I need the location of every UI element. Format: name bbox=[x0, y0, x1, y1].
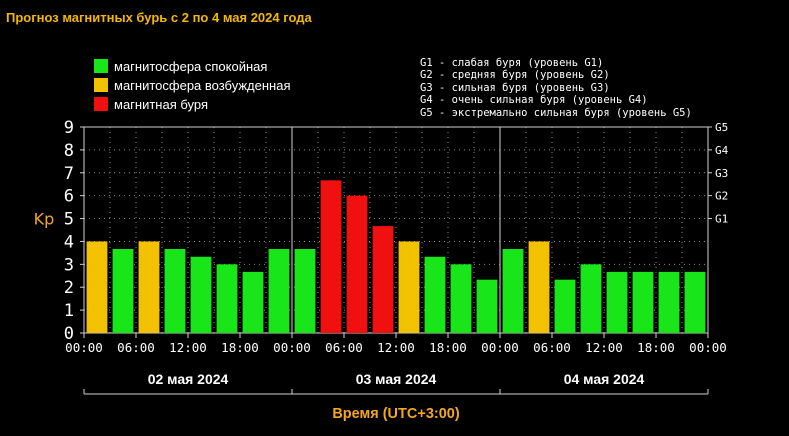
y-tick-label: 7 bbox=[64, 164, 74, 184]
y-tick-label: 6 bbox=[64, 187, 74, 207]
x-tick-label: 12:00 bbox=[377, 340, 415, 355]
y-tick-label: 2 bbox=[64, 278, 74, 298]
kp-bar bbox=[476, 279, 498, 333]
day-label: 03 мая 2024 bbox=[356, 371, 437, 387]
kp-bar bbox=[450, 264, 472, 333]
kp-bar bbox=[502, 248, 524, 333]
kp-bar bbox=[294, 248, 316, 333]
x-tick-label: 18:00 bbox=[221, 340, 259, 355]
kp-bar bbox=[606, 271, 628, 333]
g-level-g5: G5 - экстремально сильная буря (уровень … bbox=[420, 106, 692, 119]
legend-label-storm: магнитная буря bbox=[114, 96, 209, 112]
x-tick-label: 00:00 bbox=[481, 340, 519, 355]
kp-bar bbox=[528, 241, 550, 333]
x-tick-label: 06:00 bbox=[117, 340, 155, 355]
legend-swatch-excited bbox=[94, 78, 108, 92]
g-level-g1: G1 - слабая буря (уровень G1) bbox=[420, 57, 604, 69]
legend-item-storm: магнитная буря bbox=[94, 96, 208, 112]
y-tick-label: 9 bbox=[64, 118, 74, 138]
x-tick-label: 00:00 bbox=[689, 340, 727, 355]
kp-bar bbox=[242, 271, 264, 333]
y2-tick-label: G2 bbox=[715, 190, 728, 203]
kp-bar bbox=[164, 248, 186, 333]
legend-label-calm: магнитосфера спокойная bbox=[114, 58, 268, 74]
kp-bar bbox=[190, 256, 212, 333]
kp-bar bbox=[684, 271, 706, 333]
x-tick-label: 00:00 bbox=[273, 340, 311, 355]
g-level-legend: G1 - слабая буря (уровень G1) G2 - средн… bbox=[420, 57, 692, 119]
legend-item-calm: магнитосфера спокойная bbox=[94, 58, 267, 74]
g-level-g2: G2 - средняя буря (уровень G2) bbox=[420, 69, 610, 82]
y-tick-label: 1 bbox=[64, 301, 74, 321]
x-tick-label: 06:00 bbox=[325, 340, 363, 355]
kp-bar bbox=[658, 271, 680, 333]
kp-bar bbox=[86, 241, 108, 333]
y-tick-label: 0 bbox=[64, 324, 74, 344]
kp-bar bbox=[372, 226, 394, 333]
y2-tick-label: G1 bbox=[715, 213, 728, 226]
kp-bar bbox=[216, 264, 238, 333]
legend-item-excited: магнитосфера возбужденная bbox=[94, 77, 291, 93]
x-tick-label: 18:00 bbox=[637, 340, 675, 355]
kp-bar bbox=[138, 241, 160, 333]
g-level-g4: G4 - очень сильная буря (уровень G4) bbox=[420, 94, 648, 107]
kp-bar bbox=[268, 248, 290, 333]
kp-bar bbox=[346, 195, 368, 333]
x-axis-label: Время (UTC+3:00) bbox=[332, 406, 460, 422]
x-tick-label: 00:00 bbox=[65, 340, 103, 355]
g-level-g3: G3 - сильная буря (уровень G3) bbox=[420, 81, 610, 94]
y-tick-label: 5 bbox=[64, 210, 74, 230]
legend-swatch-calm bbox=[94, 59, 108, 73]
x-tick-label: 18:00 bbox=[429, 340, 467, 355]
y2-tick-label: G3 bbox=[715, 167, 728, 180]
y-tick-label: 4 bbox=[64, 232, 74, 252]
y-tick-label: 8 bbox=[64, 141, 74, 161]
kp-bar bbox=[320, 180, 342, 333]
kp-bar bbox=[580, 264, 602, 333]
legend-swatch-storm bbox=[94, 97, 108, 111]
legend-label-excited: магнитосфера возбужденная bbox=[114, 77, 291, 93]
x-tick-label: 06:00 bbox=[533, 340, 571, 355]
y-tick-label: 3 bbox=[64, 255, 74, 275]
x-tick-label: 12:00 bbox=[585, 340, 623, 355]
x-tick-label: 12:00 bbox=[169, 340, 207, 355]
y-axis-label: Kp bbox=[34, 210, 55, 229]
kp-bar bbox=[112, 248, 134, 333]
y2-tick-label: G4 bbox=[715, 144, 729, 157]
y2-tick-label: G5 bbox=[715, 121, 728, 134]
kp-bar bbox=[554, 279, 576, 333]
day-label: 02 мая 2024 bbox=[148, 371, 229, 387]
kp-bar bbox=[398, 241, 420, 333]
kp-bar bbox=[424, 256, 446, 333]
page-title: Прогноз магнитных бурь с 2 по 4 мая 2024… bbox=[6, 10, 312, 25]
day-label: 04 мая 2024 bbox=[564, 371, 645, 387]
kp-bar bbox=[632, 271, 654, 333]
